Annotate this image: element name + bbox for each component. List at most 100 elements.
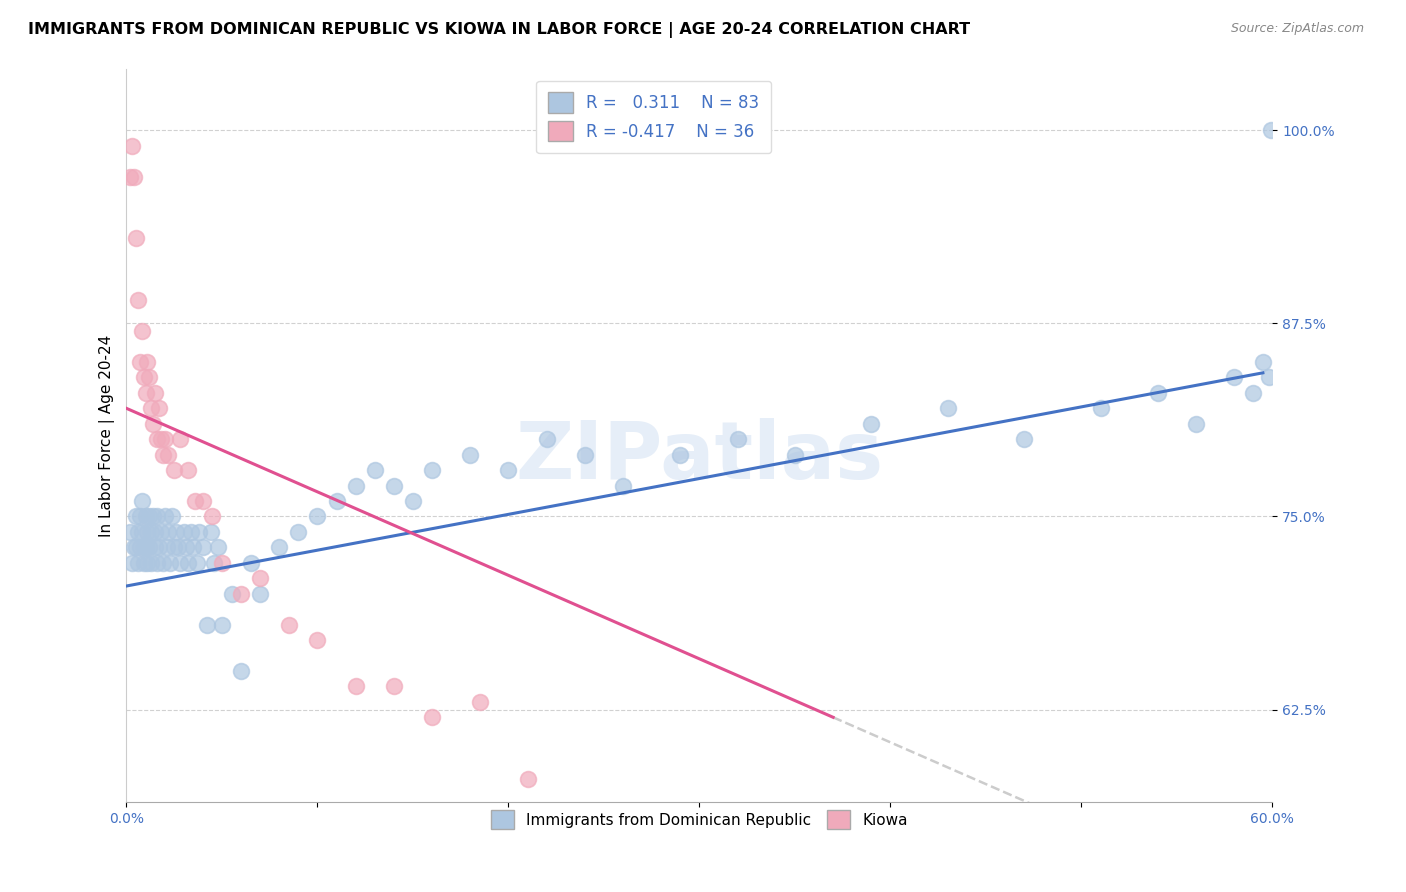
Point [127, 556, 149, 570]
Point [1185, 417, 1208, 431]
Point [536, 432, 558, 446]
Point [152, 448, 174, 462]
Point [468, 695, 491, 709]
Point [167, 541, 190, 555]
Point [165, 524, 187, 539]
Point [200, 524, 222, 539]
Point [307, 633, 329, 648]
Point [191, 541, 214, 555]
Point [221, 587, 243, 601]
Legend: Immigrants from Dominican Republic, Kiowa: Immigrants from Dominican Republic, Kiow… [485, 804, 914, 835]
Text: ZIPatlas: ZIPatlas [516, 418, 883, 497]
Point [143, 541, 166, 555]
Point [169, 556, 191, 570]
Point [143, 385, 166, 400]
Point [191, 494, 214, 508]
Point [458, 448, 481, 462]
Text: Source: ZipAtlas.com: Source: ZipAtlas.com [1230, 22, 1364, 36]
Point [155, 541, 177, 555]
Point [287, 524, 309, 539]
Point [188, 524, 211, 539]
Point [143, 524, 166, 539]
Point [176, 463, 198, 477]
Point [120, 524, 142, 539]
Point [153, 432, 176, 446]
Point [157, 448, 180, 462]
Point [128, 541, 150, 555]
Point [142, 509, 165, 524]
Point [201, 509, 224, 524]
Point [249, 587, 271, 601]
Point [146, 556, 169, 570]
Point [211, 617, 233, 632]
Point [132, 370, 155, 384]
Point [138, 370, 160, 384]
Point [173, 524, 195, 539]
Y-axis label: In Labor Force | Age 20-24: In Labor Force | Age 20-24 [100, 334, 115, 536]
Point [135, 385, 157, 400]
Point [120, 169, 142, 184]
Point [1012, 432, 1035, 446]
Point [127, 293, 149, 308]
Point [1251, 355, 1274, 369]
Point [669, 448, 692, 462]
Point [148, 401, 170, 416]
Point [1146, 385, 1168, 400]
Point [152, 556, 174, 570]
Point [420, 710, 443, 724]
Point [163, 463, 186, 477]
Point [125, 509, 148, 524]
Point [149, 524, 172, 539]
Point [229, 664, 252, 678]
Point [344, 478, 367, 492]
Point [148, 541, 170, 555]
Point [153, 509, 176, 524]
Point [1223, 370, 1246, 384]
Point [344, 680, 367, 694]
Point [141, 401, 163, 416]
Point [727, 432, 749, 446]
Point [136, 524, 159, 539]
Point [382, 478, 405, 492]
Point [277, 617, 299, 632]
Point [1090, 401, 1112, 416]
Point [1241, 385, 1264, 400]
Point [307, 509, 329, 524]
Point [184, 494, 207, 508]
Point [135, 509, 157, 524]
Point [138, 541, 160, 555]
Point [211, 556, 233, 570]
Point [135, 541, 157, 555]
Point [146, 509, 169, 524]
Point [149, 432, 172, 446]
Point [121, 556, 143, 570]
Point [860, 417, 883, 431]
Point [176, 556, 198, 570]
Point [249, 571, 271, 585]
Point [1260, 123, 1282, 137]
Point [122, 541, 145, 555]
Point [131, 524, 153, 539]
Point [169, 432, 191, 446]
Point [125, 231, 148, 245]
Point [202, 556, 225, 570]
Point [132, 556, 155, 570]
Point [157, 524, 180, 539]
Point [141, 524, 163, 539]
Point [132, 541, 155, 555]
Point [229, 587, 252, 601]
Point [138, 509, 160, 524]
Point [180, 524, 202, 539]
Point [498, 463, 520, 477]
Point [131, 324, 153, 338]
Point [1257, 370, 1279, 384]
Point [181, 541, 204, 555]
Point [122, 169, 145, 184]
Point [131, 494, 153, 508]
Text: IMMIGRANTS FROM DOMINICAN REPUBLIC VS KIOWA IN LABOR FORCE | AGE 20-24 CORRELATI: IMMIGRANTS FROM DOMINICAN REPUBLIC VS KI… [28, 22, 970, 38]
Point [136, 355, 159, 369]
Point [162, 509, 184, 524]
Point [269, 541, 291, 555]
Point [239, 556, 262, 570]
Point [159, 556, 181, 570]
